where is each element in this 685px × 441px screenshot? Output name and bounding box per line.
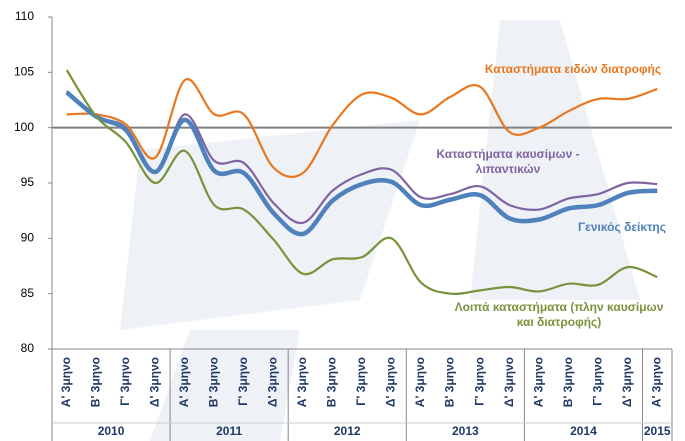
x-tick-label: Α' 3μηνο xyxy=(413,357,427,407)
series-line xyxy=(65,90,658,237)
x-tick-label: Δ' 3μηνο xyxy=(384,357,398,407)
watermark-shape xyxy=(150,330,300,441)
x-group-label: 2015 xyxy=(644,424,671,438)
series-line xyxy=(66,78,658,179)
x-tick-label: Γ' 3μηνο xyxy=(118,357,132,406)
x-tick-label: Δ' 3μηνο xyxy=(502,357,516,407)
x-tick-label: Β' 3μηνο xyxy=(561,357,575,407)
y-tick-label: 95 xyxy=(21,175,35,189)
x-tick-label: Δ' 3μηνο xyxy=(620,357,634,407)
x-tick-label: Α' 3μηνο xyxy=(59,357,73,407)
x-group-label: 2011 xyxy=(216,424,242,438)
x-tick-label: Α' 3μηνο xyxy=(649,357,663,407)
y-tick-label: 80 xyxy=(21,341,35,355)
x-tick-label: Β' 3μηνο xyxy=(207,357,221,407)
x-tick-label: Α' 3μηνο xyxy=(177,357,191,407)
x-group-label: 2012 xyxy=(334,424,361,438)
y-tick-label: 85 xyxy=(21,286,35,300)
x-tick-label: Γ' 3μηνο xyxy=(236,357,250,406)
series-label: Καταστήματα καυσίμων - λιπαντικών xyxy=(436,147,580,176)
x-tick-label: Β' 3μηνο xyxy=(88,357,102,407)
watermark-shape xyxy=(470,20,640,300)
x-tick-label: Α' 3μηνο xyxy=(295,357,309,407)
x-tick-label: Α' 3μηνο xyxy=(531,357,545,407)
x-tick-label: Δ' 3μηνο xyxy=(266,357,280,407)
y-tick-label: 100 xyxy=(14,120,34,134)
x-tick-label: Γ' 3μηνο xyxy=(472,357,486,406)
series-label: Γενικός δείκτης xyxy=(577,220,667,234)
x-tick-label: Γ' 3μηνο xyxy=(354,357,368,406)
x-tick-label: Γ' 3μηνο xyxy=(590,357,604,406)
x-group-label: 2010 xyxy=(98,424,125,438)
y-tick-label: 110 xyxy=(15,9,34,23)
y-tick-label: 90 xyxy=(21,231,35,245)
x-tick-label: Β' 3μηνο xyxy=(443,357,457,407)
series-line xyxy=(65,69,658,296)
watermark-shape xyxy=(120,120,420,330)
series-label: Καταστήματα ειδών διατροφής xyxy=(484,62,662,76)
y-tick-label: 105 xyxy=(14,65,34,79)
x-tick-label: Δ' 3μηνο xyxy=(148,357,162,407)
watermark xyxy=(120,20,640,441)
x-tick-label: Β' 3μηνο xyxy=(325,357,339,407)
series-label: Λοιπά καταστήματα (πλην καυσίμων και δια… xyxy=(454,300,664,329)
x-group-label: 2013 xyxy=(452,424,479,438)
x-group-label: 2014 xyxy=(570,424,597,438)
